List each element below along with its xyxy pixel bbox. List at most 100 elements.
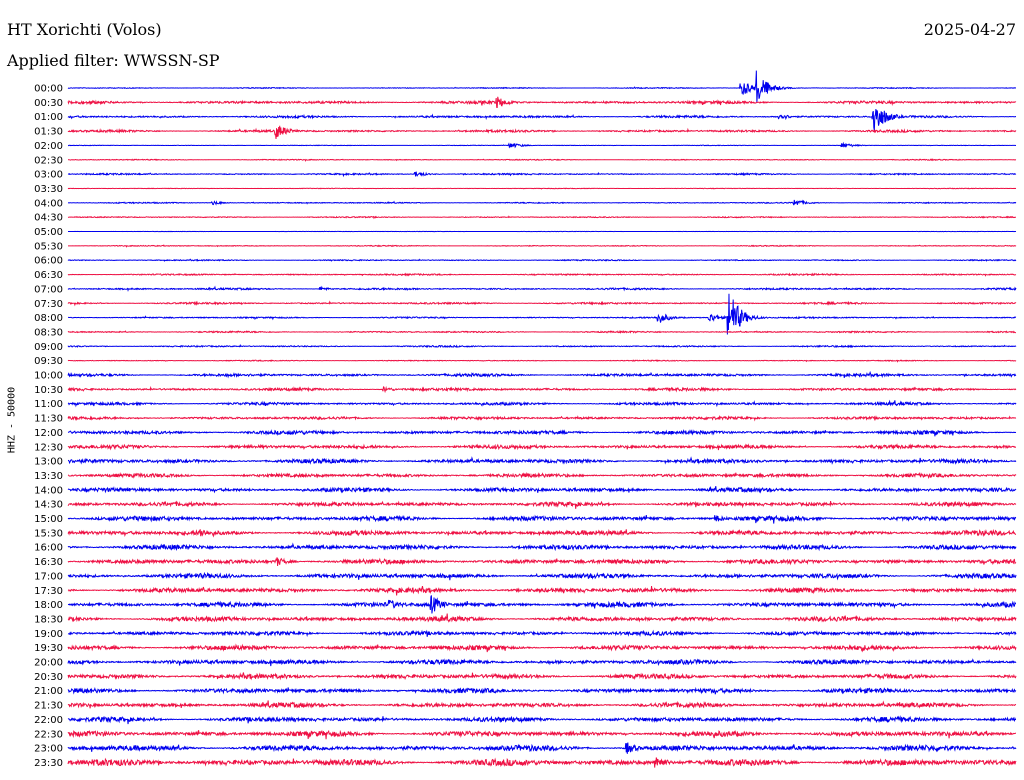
seismic-trace-1800 <box>67 595 1017 614</box>
seismic-trace-1930 <box>67 643 1017 653</box>
seismic-trace-0400 <box>67 199 1017 206</box>
time-label-0930: 09:30 <box>34 356 63 367</box>
time-label-layer: 00:00 00:30 01:00 01:30 02:00 02:30 03:00 03:30… <box>34 84 63 769</box>
seismic-trace-0900 <box>67 343 1017 349</box>
time-label-1900: 19:00 <box>34 629 63 640</box>
seismic-trace-1400 <box>67 485 1017 494</box>
seismic-trace-0600 <box>67 258 1017 262</box>
filter-label: Applied filter: WWSSN-SP <box>7 51 220 70</box>
time-label-1230: 12:30 <box>34 442 63 453</box>
time-label-1030: 10:30 <box>34 385 63 396</box>
station-title: HT Xorichti (Volos) <box>7 20 162 39</box>
time-label-1800: 18:00 <box>34 600 63 611</box>
time-label-1200: 12:00 <box>34 428 63 439</box>
channel-axis-label: HHZ - 50000 <box>1 387 18 453</box>
time-label-0900: 09:00 <box>34 342 63 353</box>
time-label-1130: 11:30 <box>34 414 63 425</box>
seismic-trace-0830 <box>67 329 1017 334</box>
time-label-0130: 01:30 <box>34 127 63 138</box>
seismic-trace-0030 <box>67 96 1017 108</box>
seismic-trace-1430 <box>67 500 1017 509</box>
time-label-1400: 14:00 <box>34 485 63 496</box>
seismic-trace-1630 <box>67 557 1017 566</box>
trace-layer <box>67 70 1017 768</box>
seismic-trace-0930 <box>67 359 1017 363</box>
seismic-trace-0130 <box>67 125 1017 140</box>
seismic-trace-1300 <box>67 456 1017 465</box>
time-label-1630: 16:30 <box>34 557 63 568</box>
time-label-1330: 13:30 <box>34 471 63 482</box>
seismic-trace-1600 <box>67 542 1017 552</box>
seismic-trace-2100 <box>67 686 1017 695</box>
seismic-trace-1200 <box>67 429 1017 437</box>
seismic-trace-1330 <box>67 471 1017 480</box>
time-label-2200: 22:00 <box>34 715 63 726</box>
time-label-0600: 06:00 <box>34 256 63 267</box>
time-label-0400: 04:00 <box>34 198 63 209</box>
seismic-trace-2030 <box>67 672 1017 681</box>
time-label-0000: 00:00 <box>34 84 63 95</box>
seismic-trace-0630 <box>67 272 1017 277</box>
time-label-0730: 07:30 <box>34 299 63 310</box>
time-label-1600: 16:00 <box>34 543 63 554</box>
channel-label-text: HHZ - 50000 <box>6 386 18 454</box>
seismic-trace-1830 <box>67 613 1017 623</box>
time-label-0700: 07:00 <box>34 284 63 295</box>
time-label-0230: 02:30 <box>34 155 63 166</box>
seismic-trace-1700 <box>67 571 1017 581</box>
time-label-1700: 17:00 <box>34 571 63 582</box>
time-label-0100: 01:00 <box>34 112 63 123</box>
seismic-trace-2000 <box>67 658 1017 667</box>
time-label-1430: 14:30 <box>34 500 63 511</box>
time-label-1830: 18:30 <box>34 614 63 625</box>
time-label-1530: 15:30 <box>34 528 63 539</box>
time-label-2230: 22:30 <box>34 729 63 740</box>
time-label-0430: 04:30 <box>34 213 63 224</box>
seismic-trace-0330 <box>67 187 1017 190</box>
time-label-2300: 23:00 <box>34 744 63 755</box>
time-label-0030: 00:30 <box>34 98 63 109</box>
seismic-trace-1530 <box>67 528 1017 538</box>
seismic-trace-0300 <box>67 171 1017 178</box>
time-label-0500: 05:00 <box>34 227 63 238</box>
seismic-trace-0430 <box>67 215 1017 220</box>
seismic-trace-2130 <box>67 700 1017 709</box>
seismic-trace-0800 <box>67 293 1017 335</box>
seismic-trace-0100 <box>67 108 1017 131</box>
seismic-trace-0230 <box>67 158 1017 162</box>
time-label-0200: 02:00 <box>34 141 63 152</box>
time-label-0530: 05:30 <box>34 241 63 252</box>
seismic-trace-1900 <box>67 629 1017 638</box>
time-label-2130: 21:30 <box>34 701 63 712</box>
seismic-trace-1230 <box>67 443 1017 451</box>
time-label-0300: 03:00 <box>34 170 63 181</box>
seismic-trace-1000 <box>67 370 1017 379</box>
seismic-trace-0530 <box>68 244 1017 248</box>
time-label-1100: 11:00 <box>34 399 63 410</box>
seismic-trace-0500 <box>67 230 1017 233</box>
time-label-0800: 08:00 <box>34 313 63 324</box>
time-label-1300: 13:00 <box>34 457 63 468</box>
time-label-1000: 10:00 <box>34 371 63 382</box>
time-label-1730: 17:30 <box>34 586 63 597</box>
seismic-trace-2200 <box>67 715 1017 725</box>
time-label-0330: 03:30 <box>34 184 63 195</box>
time-label-1500: 15:00 <box>34 514 63 525</box>
seismic-trace-1730 <box>67 585 1017 596</box>
seismic-trace-0200 <box>67 141 1017 149</box>
time-label-1930: 19:30 <box>34 643 63 654</box>
seismic-trace-1030 <box>67 385 1017 394</box>
record-date: 2025-04-27 <box>923 20 1016 39</box>
time-label-2330: 23:30 <box>34 758 63 769</box>
time-label-2000: 20:00 <box>34 658 63 669</box>
seismic-trace-2230 <box>67 729 1017 740</box>
seismic-trace-0700 <box>67 285 1017 292</box>
seismic-trace-2330 <box>67 757 1017 768</box>
time-label-0830: 08:30 <box>34 327 63 338</box>
seismic-trace-0730 <box>67 300 1017 307</box>
time-label-2100: 21:00 <box>34 686 63 697</box>
time-label-0630: 06:30 <box>34 270 63 281</box>
seismic-trace-1100 <box>67 399 1017 408</box>
seismic-trace-1130 <box>67 414 1017 422</box>
